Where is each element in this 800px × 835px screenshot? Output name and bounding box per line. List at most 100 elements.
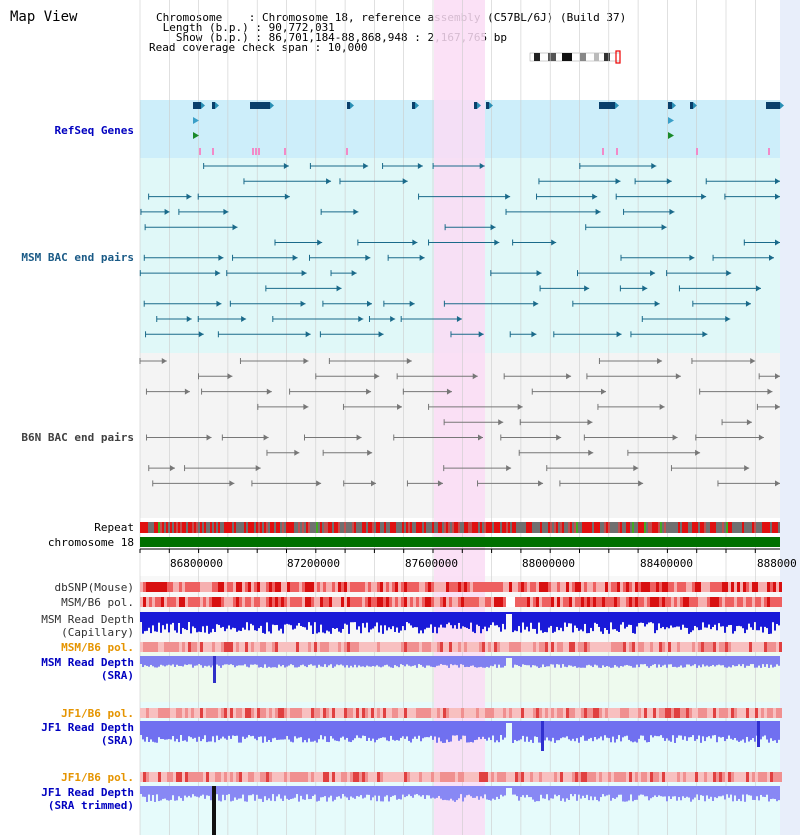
b6n-bac-pairs[interactable] [139, 358, 780, 487]
heat-cell [335, 597, 338, 607]
heat-cell [305, 642, 308, 652]
repeat-segment [622, 522, 624, 533]
depth-bar [404, 656, 406, 667]
depth-bar [188, 656, 190, 665]
heat-cell [605, 642, 608, 652]
bac-end [498, 419, 504, 426]
heat-cell [164, 597, 167, 607]
heat-cell [317, 582, 320, 592]
heat-cell [563, 582, 566, 592]
depth-bar [640, 656, 642, 665]
depth-bar [702, 786, 704, 796]
heat-cell [725, 582, 728, 592]
label-refseq-genes[interactable]: RefSeq Genes [54, 124, 134, 137]
bac-end [216, 300, 222, 307]
depth-bar [362, 612, 364, 624]
heat-cell [467, 642, 470, 652]
label-jf1-b6-pol-1[interactable]: JF1/B6 pol. [61, 707, 134, 720]
heat-cell [692, 582, 695, 592]
heat-cell [641, 582, 644, 592]
chromosome-ideogram[interactable] [529, 50, 621, 64]
depth-bar [418, 786, 420, 796]
label-msm-bac[interactable]: MSM BAC end pairs [21, 251, 134, 264]
chromosome-bar[interactable] [140, 537, 780, 547]
depth-bar [430, 612, 432, 625]
repeat-segment [232, 522, 234, 533]
depth-bar [550, 721, 552, 742]
depth-bar [174, 656, 176, 667]
heat-cell [578, 772, 581, 782]
depth-bar [386, 656, 388, 665]
heat-cell [719, 597, 722, 607]
depth-bar [378, 786, 380, 796]
repeat-segment [186, 522, 188, 533]
repeat-segment [698, 522, 700, 533]
heat-cell [752, 597, 755, 607]
heat-cell [368, 642, 371, 652]
depth-bar [664, 786, 666, 797]
depth-bar [228, 612, 230, 626]
depth-bar [168, 612, 170, 633]
heat-cell [596, 582, 599, 592]
label-b6n-bac[interactable]: B6N BAC end pairs [21, 431, 134, 444]
label-msm-depth-sra[interactable]: MSM Read Depth [41, 656, 134, 669]
heat-cell [185, 597, 188, 607]
label-jf1-depth-sra[interactable]: JF1 Read Depth [41, 721, 134, 734]
depth-bar [352, 612, 354, 623]
label-msm-depth-capillary[interactable]: MSM Read Depth [41, 613, 134, 626]
depth-bar [580, 612, 582, 630]
repeat-segment [738, 522, 740, 533]
depth-bar [720, 612, 722, 627]
label-jf1-b6-pol-2[interactable]: JF1/B6 pol. [61, 771, 134, 784]
heat-cell [779, 597, 782, 607]
heat-cell [701, 597, 704, 607]
heat-cell [476, 582, 479, 592]
label-msm-b6-pol-2[interactable]: MSM/B6 pol. [61, 641, 134, 654]
msm-bac-pairs[interactable] [139, 163, 780, 338]
heat-cell [617, 642, 620, 652]
depth-bar [684, 656, 686, 668]
label-dbsnp[interactable]: dbSNP(Mouse) [54, 581, 134, 594]
heat-cell [413, 642, 416, 652]
depth-bar [560, 656, 562, 668]
depth-spike [212, 786, 216, 835]
depth-bar [532, 656, 534, 666]
heat-cell [257, 582, 260, 592]
depth-bar [242, 612, 244, 628]
label-msm-b6-pol-1[interactable]: MSM/B6 pol. [61, 596, 134, 609]
label-jf1-depth-trimmed[interactable]: JF1 Read Depth [41, 786, 134, 799]
heat-cell [173, 597, 176, 607]
bac-end [551, 239, 557, 246]
heat-cell [683, 582, 686, 592]
heat-cell [536, 772, 539, 782]
heat-cell [203, 708, 206, 718]
depth-bar [176, 612, 178, 633]
heat-cell [527, 597, 530, 607]
heat-cell [587, 642, 590, 652]
repeat-track[interactable] [140, 522, 780, 533]
depth-bar [490, 721, 492, 741]
heat-cell [212, 708, 215, 718]
heat-cell [644, 642, 647, 652]
depth-bar [210, 612, 212, 633]
bac-end [206, 434, 212, 441]
repeat-segment [652, 522, 654, 533]
depth-bar [526, 656, 528, 666]
depth-bar [560, 721, 562, 739]
heat-cell [527, 772, 530, 782]
depth-bar [346, 656, 348, 666]
depth-tracks[interactable] [140, 612, 780, 835]
depth-bar [770, 721, 772, 739]
heat-cell [254, 642, 257, 652]
depth-bar [324, 612, 326, 634]
depth-bar [668, 656, 670, 665]
refseq-genes[interactable] [193, 102, 784, 155]
repeat-segment [442, 522, 444, 533]
depth-bar [600, 786, 602, 798]
heat-tracks[interactable] [140, 582, 782, 782]
heat-cell [620, 582, 623, 592]
heat-cell [272, 708, 275, 718]
depth-bar [660, 786, 662, 797]
heat-cell [218, 582, 221, 592]
